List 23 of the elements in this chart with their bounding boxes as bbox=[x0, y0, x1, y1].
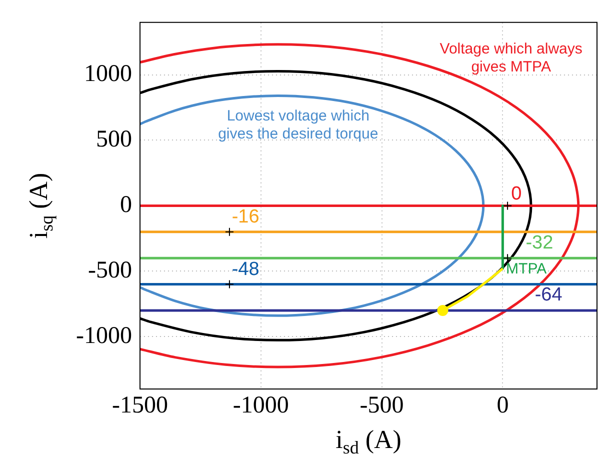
point bbox=[503, 201, 512, 210]
series-label: MTPA bbox=[506, 260, 547, 278]
x-tick-label: -500 bbox=[360, 392, 404, 419]
series-label: 0 bbox=[511, 184, 522, 205]
y-tick-label: 1000 bbox=[84, 61, 132, 88]
series-label: -32 bbox=[526, 232, 554, 254]
x-tick-label: 0 bbox=[496, 392, 509, 419]
y-tick-label: 0 bbox=[120, 192, 132, 218]
series-label: Voltage which always gives MTPA bbox=[440, 40, 582, 76]
x-tick-label: -1000 bbox=[232, 392, 289, 419]
y-tick-label: -1000 bbox=[76, 322, 132, 349]
line-series bbox=[140, 94, 485, 317]
series-label: -48 bbox=[232, 258, 260, 280]
series-label: Lowest voltage which gives the desired torque bbox=[218, 108, 378, 143]
series-label: -64 bbox=[534, 284, 563, 306]
point bbox=[224, 227, 234, 236]
series-label: -16 bbox=[232, 206, 260, 228]
point bbox=[224, 280, 234, 289]
point bbox=[437, 304, 448, 316]
x-tick-label: -1500 bbox=[112, 392, 168, 419]
y-tick-label: 500 bbox=[96, 126, 132, 153]
y-axis-title: isq (A) bbox=[24, 172, 57, 239]
y-tick-label: -500 bbox=[88, 257, 132, 284]
